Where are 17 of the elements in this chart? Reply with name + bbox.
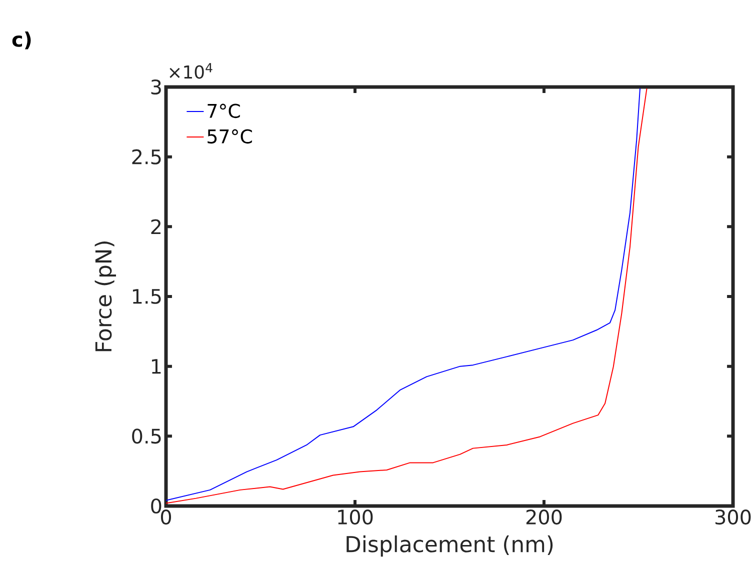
- x-tick-label: 100: [338, 510, 373, 525]
- x-axis-title: Displacement (nm): [346, 535, 553, 557]
- y-tick-label: 1: [152, 359, 161, 374]
- y-tick-label: 0.5: [132, 428, 161, 444]
- y-tick-label: 2.5: [132, 149, 161, 164]
- y-axis-title: Force (pN): [94, 242, 116, 352]
- y-tick-label: 2: [151, 219, 160, 234]
- x-tick-label: 0: [160, 510, 172, 525]
- legend-label: 7°C: [208, 104, 240, 118]
- y-tick-label: 0: [151, 498, 162, 514]
- y-tick-label: 3: [151, 79, 161, 95]
- text: ×10$^{4}$: [170, 63, 212, 79]
- y-tick-label: 1.5: [132, 289, 161, 304]
- x-tick-label: 300: [716, 510, 751, 525]
- text: c): [12, 32, 31, 50]
- legend-label: 57°C: [208, 129, 252, 144]
- x-tick-label: 200: [526, 510, 562, 525]
